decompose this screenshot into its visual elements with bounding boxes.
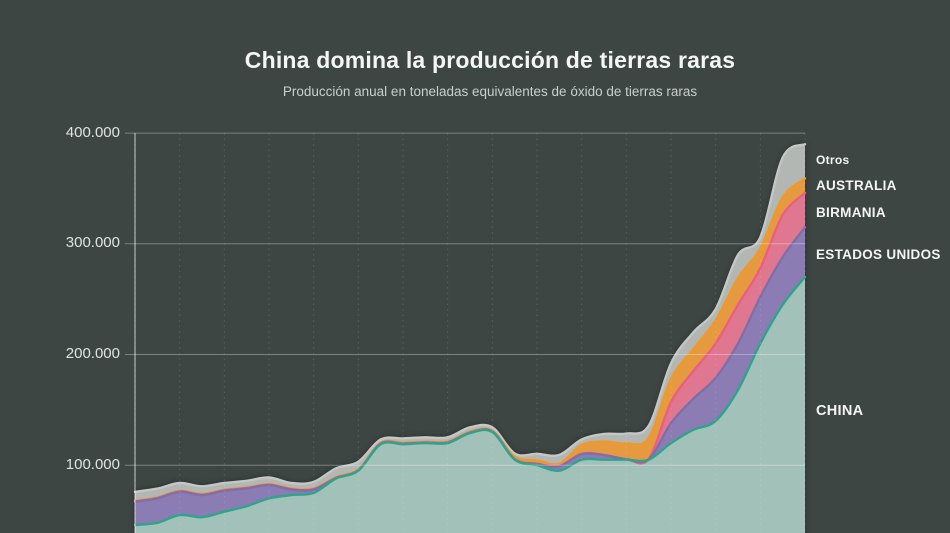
area-otros <box>135 144 805 533</box>
y-tick-label-100000: 100.000 <box>65 455 120 473</box>
chart-subtitle: Producción anual en toneladas equivalent… <box>282 84 698 99</box>
y-tick-label-400000: 400.000 <box>65 123 120 141</box>
series-label-estados-unidos: ESTADOS UNIDOS <box>816 247 941 262</box>
edge-china <box>133 275 807 527</box>
series-label-china: CHINA <box>816 403 864 419</box>
y-tick-label-300000: 300.000 <box>65 234 120 252</box>
series-label-birmania: BIRMANIA <box>816 205 886 220</box>
series-label-otros: Otros <box>816 153 850 167</box>
area-china <box>135 277 805 533</box>
y-tick-label-200000: 200.000 <box>65 345 120 362</box>
chart-title: China domina la producción de tierras ra… <box>244 47 736 73</box>
edge-otros <box>133 143 807 494</box>
series-label-australia: AUSTRALIA <box>816 178 897 193</box>
